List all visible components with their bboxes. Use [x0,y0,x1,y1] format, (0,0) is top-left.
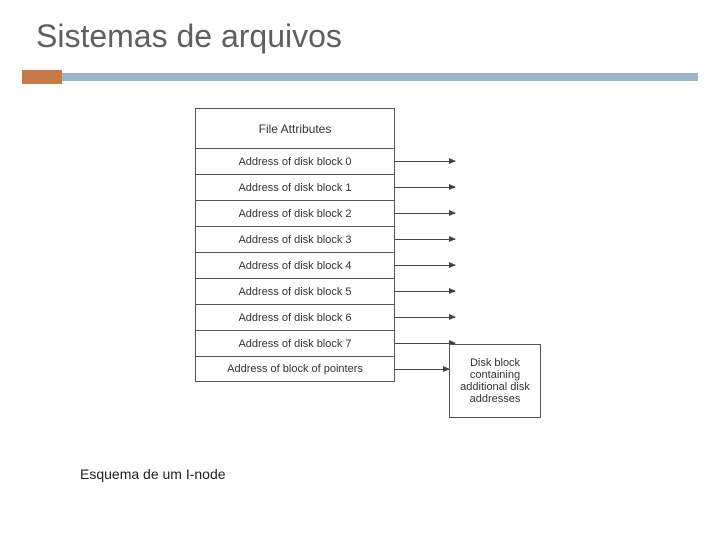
inode-row: Address of disk block 6 [195,304,395,330]
pointer-arrow [395,213,455,214]
diagram-caption: Esquema de um I-node [80,466,226,482]
inode-row: Address of disk block 4 [195,252,395,278]
underline-main [62,73,698,81]
inode-row: Address of disk block 5 [195,278,395,304]
pointer-arrow [395,161,455,162]
pointer-block-label: Disk block containing additional disk ad… [454,357,536,405]
slide-title: Sistemas de arquivos [0,0,720,55]
pointer-arrow [395,265,455,266]
inode-row: Address of disk block 7 [195,330,395,356]
title-underline [0,70,720,84]
underline-accent [22,70,62,84]
inode-row: Address of disk block 3 [195,226,395,252]
inode-row: Address of block of pointers [195,356,395,382]
inode-header-cell: File Attributes [195,108,395,148]
inode-diagram: File AttributesAddress of disk block 0Ad… [195,108,655,478]
pointer-arrow [395,369,449,370]
inode-row: Address of disk block 0 [195,148,395,174]
pointer-arrow [395,187,455,188]
inode-row: Address of disk block 2 [195,200,395,226]
pointer-arrow [395,343,455,344]
inode-row: Address of disk block 1 [195,174,395,200]
pointer-arrow [395,317,455,318]
pointer-arrow [395,291,455,292]
pointer-arrow [395,239,455,240]
inode-table: File AttributesAddress of disk block 0Ad… [195,108,395,382]
pointer-block-box: Disk block containing additional disk ad… [449,344,541,418]
